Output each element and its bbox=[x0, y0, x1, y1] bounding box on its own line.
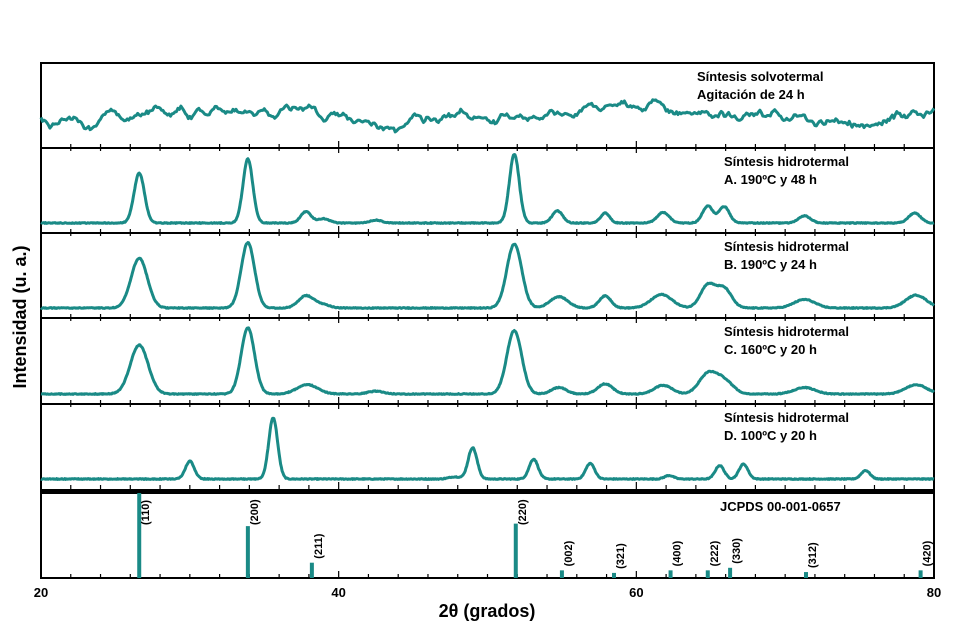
series-label-2-line-1: Síntesis hidrotermal bbox=[724, 154, 849, 169]
series-line-2 bbox=[40, 153, 935, 225]
reference-label: JCPDS 00-001-0657 bbox=[720, 499, 841, 514]
hkl-label: (420) bbox=[922, 540, 934, 566]
y-axis-title: Intensidad (u. a.) bbox=[10, 245, 30, 388]
series-label-5-line-1: Síntesis hidrotermal bbox=[724, 410, 849, 425]
series-label-3-line-1: Síntesis hidrotermal bbox=[724, 239, 849, 254]
series-label-2-line-2: A. 190ºC y 48 h bbox=[724, 172, 817, 187]
hkl-label: (220) bbox=[517, 499, 529, 525]
series-line-4 bbox=[40, 326, 936, 396]
hkl-label: (211) bbox=[313, 533, 325, 558]
x-axis-ticks: 20 40 60 80 bbox=[34, 141, 941, 600]
series-label-4-line-2: C. 160ºC y 20 h bbox=[724, 342, 817, 357]
hkl-label: (321) bbox=[615, 543, 627, 569]
series-label-3-line-2: B. 190ºC y 24 h bbox=[724, 257, 817, 272]
hkl-label: (200) bbox=[249, 499, 261, 525]
x-axis-title: 2θ (grados) bbox=[439, 601, 536, 621]
x-tick-label: 40 bbox=[331, 585, 345, 600]
series-line-5 bbox=[40, 416, 935, 481]
x-tick-label: 60 bbox=[629, 585, 643, 600]
x-tick-label: 20 bbox=[34, 585, 48, 600]
hkl-label: (110) bbox=[140, 500, 152, 525]
series-label-4-line-1: Síntesis hidrotermal bbox=[724, 324, 849, 339]
hkl-label: (002) bbox=[563, 540, 575, 566]
hkl-label: (400) bbox=[672, 540, 684, 566]
series-line-3 bbox=[39, 241, 935, 310]
series-label-5-line-2: D. 100ºC y 20 h bbox=[724, 428, 817, 443]
series-label-1-line-2: Agitación de 24 h bbox=[697, 87, 805, 102]
reference-pattern: (110) (200) (211) (220) (002) (321) (400) (222)… bbox=[137, 493, 934, 578]
hkl-label: (222) bbox=[709, 540, 721, 566]
hkl-label: (330) bbox=[731, 538, 743, 564]
x-tick-label: 80 bbox=[927, 585, 941, 600]
series-line-1 bbox=[39, 98, 936, 134]
hkl-label: (312) bbox=[807, 542, 819, 568]
series-label-1-line-1: Síntesis solvotermal bbox=[697, 69, 823, 84]
